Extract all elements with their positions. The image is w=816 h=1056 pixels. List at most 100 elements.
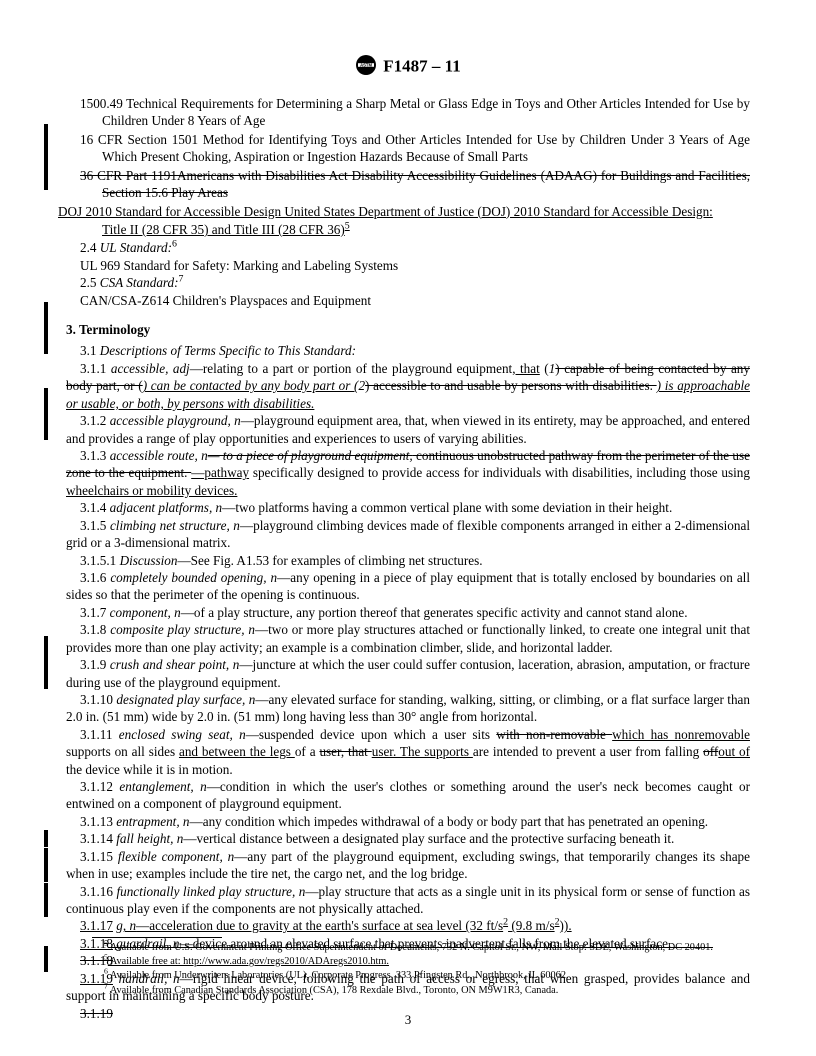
def: )).: [560, 918, 572, 933]
ref-1501: 16 CFR Section 1501 Method for Identifyi…: [66, 131, 750, 166]
term: accessible route, n: [110, 448, 208, 463]
fn-ref-7: 7: [179, 274, 184, 285]
footnotes: 5 Available from U.S. Government Printin…: [92, 937, 750, 999]
term: composite play structure, n: [110, 622, 255, 637]
svg-text:ASTM: ASTM: [360, 62, 372, 67]
fn-text: Available from Canadian Standards Associ…: [108, 985, 558, 996]
term: g, n: [116, 918, 136, 933]
change-bar: [44, 124, 48, 190]
term-3-1-4: 3.1.4 adjacent platforms, n—two platform…: [66, 499, 750, 516]
term-3-1-16: 3.1.16 functionally linked play structur…: [66, 883, 750, 918]
term-3-1-8: 3.1.8 composite play structure, n—two or…: [66, 621, 750, 656]
ins: , that: [512, 361, 540, 376]
footnote-6: 6 Available from Underwriters Laboratori…: [92, 969, 750, 982]
change-bar: [44, 388, 48, 440]
fn-text: Available from U.S. Government Printing …: [108, 942, 713, 953]
footnote-7: 7 Available from Canadian Standards Asso…: [92, 984, 750, 997]
term-3-1-17: 3.1.17 g, n—acceleration due to gravity …: [66, 917, 750, 934]
term-3-1-13: 3.1.13 entrapment, n—any condition which…: [66, 813, 750, 830]
term-3-1-5: 3.1.5 climbing net structure, n—playgrou…: [66, 517, 750, 552]
change-bar: [44, 830, 48, 847]
num: 3.1.9: [80, 657, 110, 672]
term-3-1-11: 3.1.11 enclosed swing seat, n—suspended …: [66, 726, 750, 778]
change-bar: [44, 848, 48, 882]
term: climbing net structure, n: [110, 518, 240, 533]
num: 3.1.7: [80, 605, 110, 620]
ref-doj-inserted: DOJ 2010 Standard for Accessible Design …: [66, 203, 750, 220]
def: (9.8 m/s: [508, 918, 555, 933]
def: specifically designed to provide access …: [249, 465, 750, 480]
def: —vertical distance between a designated …: [183, 831, 674, 846]
term: Discussion: [120, 553, 178, 568]
change-bar: [44, 946, 48, 972]
term: accessible playground, n: [110, 413, 241, 428]
def: —any condition which impedes withdrawal …: [190, 814, 709, 829]
sec-title: CSA Standard:: [100, 275, 179, 290]
def: —relating to a part or portion of the pl…: [190, 361, 513, 376]
num: 3.1.4: [80, 500, 110, 515]
del: off: [703, 744, 718, 759]
ins: user. The supports: [372, 744, 473, 759]
page: ASTM F1487 – 11 1500.49 Technical Requir…: [0, 0, 816, 1056]
ins: which has nonremovable: [612, 727, 750, 742]
change-bar: [44, 883, 48, 917]
fn-ref-5: 5: [345, 221, 350, 232]
term: crush and shear point, n: [110, 657, 239, 672]
num: 3.1.14: [80, 831, 116, 846]
term: entanglement, n: [119, 779, 206, 794]
fn-text: Available free at: http://www.ada.gov/re…: [108, 956, 389, 967]
sec-3-1: 3.1 Descriptions of Terms Specific to Th…: [66, 342, 750, 359]
body: 1500.49 Technical Requirements for Deter…: [66, 95, 750, 1022]
num: 3.1.5.1: [80, 553, 120, 568]
ref-doj-inserted-b: Title II (28 CFR 35) and Title III (28 C…: [66, 221, 750, 238]
term: designated play surface, n: [116, 692, 255, 707]
num: 3.1.12: [80, 779, 119, 794]
term: adjacent platforms, n: [110, 500, 222, 515]
def: —acceleration due to gravity at the eart…: [136, 918, 503, 933]
num: 3.1.13: [80, 814, 116, 829]
term-3-1-3: 3.1.3 accessible route, n— to a piece of…: [66, 447, 750, 499]
num: 3.1.10: [80, 692, 116, 707]
term-3-1-6: 3.1.6 completely bounded opening, n—any …: [66, 569, 750, 604]
sec-num: 2.4: [80, 240, 100, 255]
sec-title: UL Standard:: [100, 240, 172, 255]
ref-ul969: UL 969 Standard for Safety: Marking and …: [66, 257, 750, 274]
inserted-text: DOJ 2010 Standard for Accessible Design …: [58, 204, 713, 219]
del: — to a piece of playground equipment,: [208, 448, 413, 463]
ref-csa: CAN/CSA-Z614 Children's Playspaces and E…: [66, 292, 750, 309]
term: completely bounded opening, n: [110, 570, 277, 585]
ins: ) can be contacted by any body part or (: [143, 378, 359, 393]
num: 3.1.6: [80, 570, 110, 585]
footnote-5-ins: 5 Available free at: http://www.ada.gov/…: [92, 955, 750, 968]
term-3-1-2: 3.1.2 accessible playground, n—playgroun…: [66, 412, 750, 447]
txt: supports on all sides: [66, 744, 179, 759]
term-3-1-14: 3.1.14 fall height, n—vertical distance …: [66, 830, 750, 847]
del: with non-removable: [496, 727, 612, 742]
ref-1191-deleted: 36 CFR Part 1191Americans with Disabilit…: [66, 167, 750, 202]
term-3-1-10: 3.1.10 designated play surface, n—any el…: [66, 691, 750, 726]
term: entrapment, n: [116, 814, 189, 829]
def: —suspended device upon which a user sits: [246, 727, 497, 742]
sec-2-5: 2.5 CSA Standard:7: [66, 274, 750, 291]
term: flexible component, n: [118, 849, 234, 864]
term: enclosed swing seat, n: [119, 727, 246, 742]
doc-designation: F1487 – 11: [383, 56, 460, 75]
sec-3-heading: 3. Terminology: [66, 321, 750, 338]
deleted-text: 36 CFR Part 1191Americans with Disabilit…: [80, 168, 750, 200]
ins: and between the legs: [179, 744, 295, 759]
term-3-1-7: 3.1.7 component, n—of a play structure, …: [66, 604, 750, 621]
num: 3.1.5: [80, 518, 110, 533]
term-3-1-1: 3.1.1 accessible, adj—relating to a part…: [66, 360, 750, 412]
term-3-1-9: 3.1.9 crush and shear point, n—juncture …: [66, 656, 750, 691]
ref-1500-49: 1500.49 Technical Requirements for Deter…: [66, 95, 750, 130]
num: 3.1.15: [80, 849, 118, 864]
doc-header: ASTM F1487 – 11: [66, 54, 750, 81]
fn-text: Available from Underwriters Laboratories…: [108, 970, 569, 981]
change-bar: [44, 636, 48, 689]
footnote-rule: [92, 937, 222, 938]
inserted-text: Title II (28 CFR 35) and Title III (28 C…: [102, 222, 345, 237]
sec-num: 2.5: [80, 275, 100, 290]
term: component, n: [110, 605, 181, 620]
sec-2-4: 2.4 UL Standard:6: [66, 239, 750, 256]
def: —of a play structure, any portion thereo…: [181, 605, 688, 620]
